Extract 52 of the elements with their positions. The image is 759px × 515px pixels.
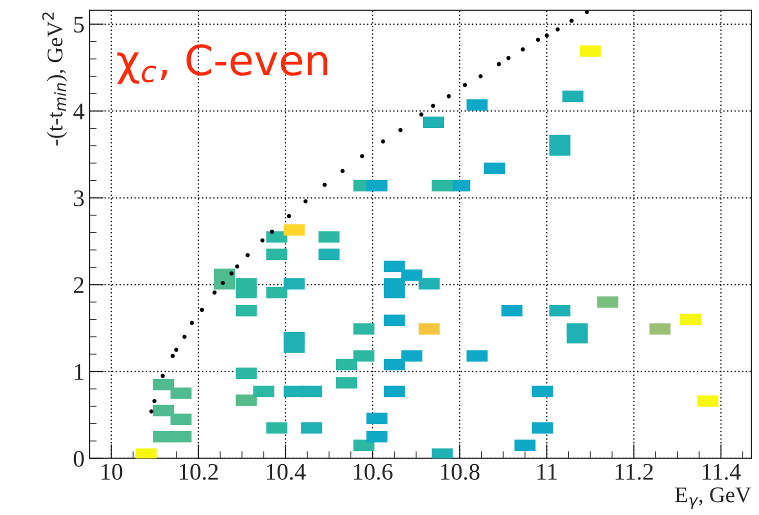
point xyxy=(536,38,540,42)
point xyxy=(152,398,157,404)
point xyxy=(322,182,327,187)
x-tick-label: 10.4 xyxy=(266,464,306,480)
point xyxy=(431,104,436,108)
point xyxy=(462,82,467,88)
point xyxy=(556,27,560,32)
point xyxy=(340,168,345,174)
y-tick-label: 0 xyxy=(74,450,84,467)
point xyxy=(544,33,549,38)
y-tick-label: 5 xyxy=(74,16,84,33)
y-tick-label: 1 xyxy=(74,364,84,380)
x-tick-label: 10.6 xyxy=(354,464,393,480)
point xyxy=(380,139,386,144)
annotation: χ$_{c}$, C-even xyxy=(117,44,328,84)
x-tick-label: 10.8 xyxy=(441,464,480,480)
point xyxy=(174,348,178,352)
y-axis-title: -(t-t$_{min}$), GeV$^{2}$ xyxy=(42,12,68,146)
point xyxy=(260,238,265,242)
point xyxy=(478,74,483,78)
point xyxy=(246,253,250,258)
x-tick-label: 11 xyxy=(537,464,557,480)
y-tick-label: 3 xyxy=(74,190,84,206)
point xyxy=(584,10,589,14)
point xyxy=(419,112,424,117)
point xyxy=(190,320,194,325)
point xyxy=(160,374,165,378)
point xyxy=(506,56,511,60)
point xyxy=(303,199,308,204)
point xyxy=(270,230,274,234)
point xyxy=(496,62,501,66)
point xyxy=(286,214,292,218)
x-tick-label: 10 xyxy=(102,464,122,480)
point xyxy=(220,280,225,286)
point xyxy=(360,154,364,158)
point xyxy=(170,354,175,358)
point xyxy=(229,271,234,276)
point xyxy=(200,308,204,312)
point xyxy=(235,264,240,269)
y-tick-label: 4 xyxy=(73,104,84,120)
x-tick-label: 11.2 xyxy=(616,464,653,480)
point xyxy=(212,290,217,295)
x-axis-title: E$_{γ}$, GeV xyxy=(675,487,751,509)
x-tick-label: 11.4 xyxy=(702,464,741,480)
x-tick-label: 10.2 xyxy=(180,464,218,480)
point xyxy=(398,128,403,132)
point xyxy=(446,94,451,98)
point xyxy=(149,409,154,414)
point xyxy=(569,18,574,23)
y-tick-label: 2 xyxy=(74,277,84,293)
point xyxy=(520,47,525,52)
point xyxy=(182,334,187,339)
